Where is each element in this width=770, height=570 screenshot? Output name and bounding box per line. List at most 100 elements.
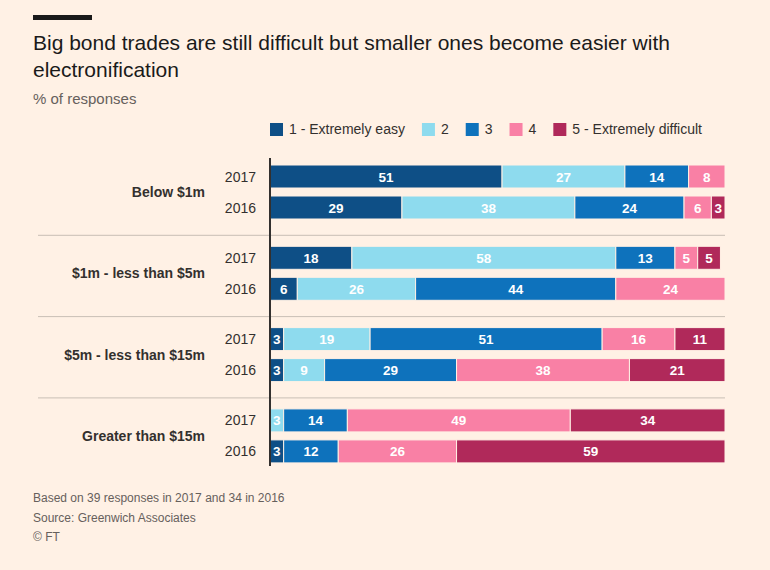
data-label: 27 (556, 170, 571, 185)
data-label: 12 (303, 444, 318, 459)
data-label: 51 (479, 332, 495, 347)
tick-label: 2016 (225, 200, 256, 216)
bar-segment (270, 196, 402, 219)
bar-segment (270, 165, 502, 188)
data-label: 5 (705, 251, 713, 266)
bar-segment (416, 277, 616, 300)
data-label: 6 (280, 282, 288, 297)
bar-segment (675, 246, 698, 269)
data-label: 29 (328, 201, 343, 216)
subtitle: % of responses (33, 90, 136, 107)
footnote: Source: Greenwich Associates (33, 511, 196, 525)
bar-segment (352, 246, 616, 269)
bars (270, 165, 725, 463)
data-label: 6 (694, 201, 702, 216)
bar-segment (725, 165, 726, 188)
bar-segment (284, 328, 370, 351)
data-label: 13 (638, 251, 654, 266)
bar-segment (725, 277, 726, 300)
bar-segment (270, 409, 284, 432)
background (0, 0, 770, 570)
bar-segment (338, 440, 456, 463)
legend-swatch (466, 123, 479, 136)
data-label: 44 (508, 282, 524, 297)
tick-label: 2016 (225, 362, 256, 378)
bar-segment (684, 196, 711, 219)
data-label: 38 (481, 201, 497, 216)
bar-segment (370, 328, 602, 351)
data-label: 3 (273, 413, 281, 428)
data-label: 5 (683, 251, 691, 266)
bar-segment (270, 359, 284, 382)
legend-swatch (270, 123, 283, 136)
bar-segment (347, 409, 570, 432)
tick-label: 2017 (225, 169, 256, 185)
bar-segment (270, 246, 352, 269)
legend-label: 1 - Extremely easy (289, 121, 405, 137)
group-label: $1m - less than $5m (72, 265, 205, 281)
tick-label: 2016 (225, 281, 256, 297)
data-label: 3 (714, 201, 722, 216)
data-label: 34 (640, 413, 656, 428)
data-label: 3 (273, 363, 281, 378)
data-label: 26 (349, 282, 365, 297)
tick-label: 2017 (225, 250, 256, 266)
group-label: Below $1m (132, 184, 205, 200)
data-label: 59 (583, 444, 598, 459)
data-label: 24 (663, 282, 679, 297)
data-label: 21 (670, 363, 686, 378)
tick-label: 2017 (225, 331, 256, 347)
bar-segment (270, 277, 297, 300)
footnote: Based on 39 responses in 2017 and 34 in … (33, 491, 285, 505)
tick-label: 2017 (225, 412, 256, 428)
bar-segment (325, 359, 457, 382)
group-label: Greater than $15m (82, 428, 205, 444)
group-separator (38, 235, 725, 236)
group-separator (38, 397, 725, 398)
bar-segment (297, 277, 415, 300)
data-label: 9 (300, 363, 308, 378)
legend-label: 3 (485, 121, 493, 137)
group-separator (38, 316, 725, 317)
bar-segment (616, 246, 675, 269)
bar-segment (270, 328, 284, 351)
bar-segment (689, 165, 725, 188)
bar-segment (602, 328, 675, 351)
legend-label: 4 (529, 121, 537, 137)
data-label: 19 (319, 332, 334, 347)
chart: Big bond trades are still difficult but … (0, 0, 770, 570)
bar-segment (284, 359, 325, 382)
data-label: 16 (631, 332, 647, 347)
bar-segment (270, 440, 284, 463)
data-labels: 5127148293824631858135562644243195116113… (273, 170, 722, 460)
title-rule (33, 15, 92, 20)
tick-label: 2016 (225, 443, 256, 459)
bar-segment (675, 328, 725, 351)
axis-line (269, 158, 271, 466)
data-label: 8 (703, 170, 711, 185)
data-label: 49 (451, 413, 466, 428)
legend-swatch (510, 123, 523, 136)
bar-segment (616, 277, 725, 300)
data-label: 18 (303, 251, 319, 266)
bar-segment (625, 165, 689, 188)
data-label: 24 (622, 201, 638, 216)
legend-label: 2 (441, 121, 449, 137)
title: Big bond trades are still difficult but … (33, 31, 670, 81)
bar-segment (570, 409, 725, 432)
legend-swatch (553, 123, 566, 136)
data-label: 51 (379, 170, 395, 185)
data-label: 38 (535, 363, 551, 378)
bar-segment (284, 409, 348, 432)
data-label: 11 (693, 332, 708, 347)
legend-swatch (422, 123, 435, 136)
bar-segment (402, 196, 575, 219)
bar-segment (575, 196, 684, 219)
footnote: © FT (33, 530, 61, 544)
data-label: 26 (390, 444, 406, 459)
data-label: 58 (476, 251, 492, 266)
bar-segment (698, 246, 721, 269)
bar-segment (284, 440, 339, 463)
bar-segment (502, 165, 625, 188)
data-label: 14 (308, 413, 324, 428)
